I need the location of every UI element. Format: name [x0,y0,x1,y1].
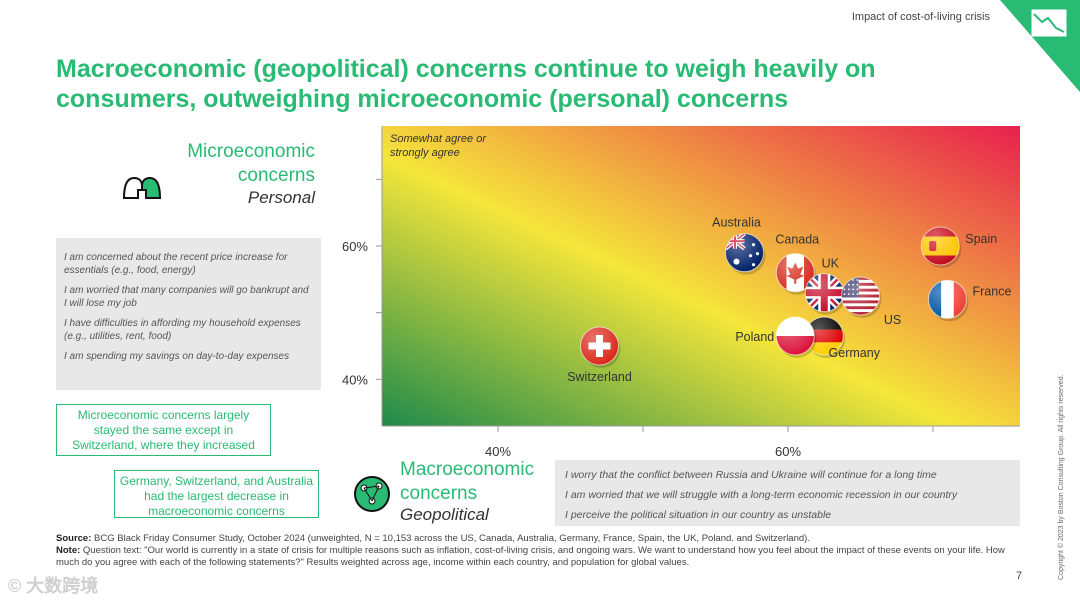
y-tick-label: 40% [342,372,368,387]
x-tick-label: 40% [485,444,511,459]
micro-statements: I am concerned about the recent price in… [56,238,321,390]
x-tick-label: 60% [775,444,801,459]
data-point-spain [920,226,962,268]
point-label: Spain [965,232,997,246]
point-label: US [884,313,901,327]
annotation-line: strongly agree [390,147,460,159]
data-point-australia [725,233,766,275]
macro-title: Macroeconomic concerns [400,459,535,504]
source-label: Source: [56,533,92,544]
plot-area [382,126,1020,426]
globe-network-icon [354,476,390,512]
data-point-switzerland [580,326,621,368]
source-text: BCG Black Friday Consumer Study, October… [94,533,810,544]
chart-annotation: Somewhat agree or strongly agree [390,133,489,159]
data-point-us [841,276,882,318]
point-label: Switzerland [567,370,632,384]
copyright: Copyright © 2023 by Boston Consulting Gr… [1058,374,1065,580]
micro-callout: Microeconomic concerns largely stayed th… [56,404,271,456]
note-label: Note: [56,545,81,556]
macro-callout: Germany, Switzerland, and Australia had … [114,470,319,518]
two-heads-icon [122,176,162,199]
macro-statement: I perceive the political situation in ou… [565,509,832,521]
micro-title: Microeconomic concerns [187,141,315,186]
micro-statement: I am worried that many companies will go… [64,285,309,309]
data-point-france [928,279,969,322]
footer: Source: BCG Black Friday Consumer Study,… [56,533,1016,569]
scatter-chart: 80%60%40%40%60%80% SwitzerlandAustraliaC… [342,120,1020,459]
section-label: Impact of cost-of-living crisis [851,11,990,23]
y-tick-label: 80% [342,120,368,121]
note-text: Question text: "Our world is currently i… [56,545,1005,568]
micro-statement: I am concerned about the recent price in… [64,252,288,276]
micro-statement: I am spending my savings on day-to-day e… [64,351,290,362]
macro-subtitle: Geopolitical [400,505,489,524]
watermark: © 大数跨境 [8,576,99,596]
page-title: Macroeconomic (geopolitical) concerns co… [56,55,876,113]
data-point-uk [804,273,846,315]
macro-statement: I am worried that we will struggle with … [565,489,958,501]
source-line: Source: BCG Black Friday Consumer Study,… [56,533,1016,545]
data-point-germany [804,316,846,358]
annotation-line: Somewhat agree or [390,133,487,145]
macro-statements: I worry that the conflict between Russia… [555,460,1020,526]
macro-statement: I worry that the conflict between Russia… [565,469,937,481]
point-label: Poland [735,330,774,344]
page-number: 7 [1016,570,1023,582]
y-tick-label: 60% [342,239,368,254]
point-label: France [973,284,1012,298]
point-label: Germany [829,346,881,360]
corner-decoration [1000,0,1080,92]
micro-subtitle: Personal [247,188,315,207]
data-point-poland [775,316,817,358]
point-label: UK [822,257,840,271]
note-line: Note: Question text: "Our world is curre… [56,545,1016,569]
point-label: Australia [712,216,761,230]
point-label: Canada [775,233,819,247]
micro-statement: I have difficulties in affording my hous… [64,318,301,342]
